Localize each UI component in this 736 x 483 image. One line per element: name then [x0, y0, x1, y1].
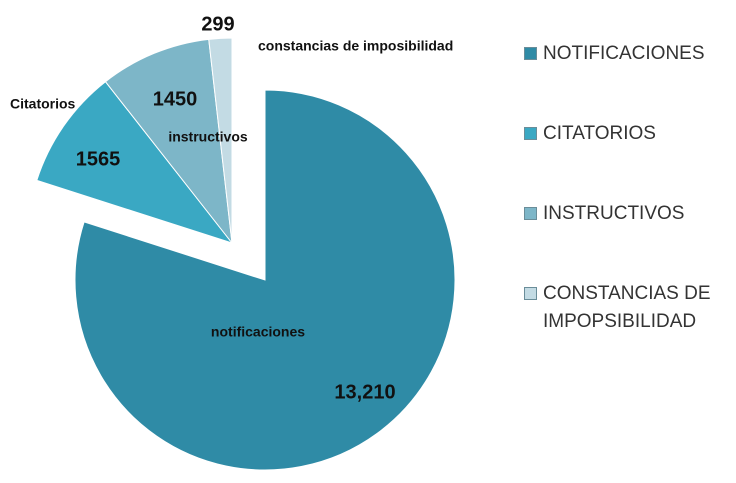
legend-label: CITATORIOS — [543, 123, 656, 144]
data-label: 299 — [201, 13, 234, 35]
pie-slice — [74, 89, 456, 471]
legend-item: CONSTANCIAS DE IMPOPSIBILIDAD — [524, 280, 734, 360]
data-label: 13,210 — [334, 381, 395, 403]
legend-swatch — [524, 127, 537, 140]
data-label: 1450 — [153, 88, 198, 110]
legend-label: NOTIFICACIONES — [543, 43, 705, 64]
legend-swatch — [524, 287, 537, 300]
category-label: notificaciones — [211, 324, 305, 340]
legend-label: CONSTANCIAS DE IMPOPSIBILIDAD — [543, 283, 711, 332]
pie-slice — [208, 37, 233, 244]
legend-item: INSTRUCTIVOS — [524, 200, 734, 280]
pie-slice — [36, 80, 234, 244]
legend-item: NOTIFICACIONES — [524, 40, 734, 120]
pie-area: notificaciones 13,210 Citatorios 1565 instru… — [10, 13, 456, 471]
legend: NOTIFICACIONES CITATORIOS INSTRUCTIVOS CONS… — [524, 40, 734, 360]
legend-item: CITATORIOS — [524, 120, 734, 200]
category-label: instructivos — [168, 129, 248, 145]
legend-swatch — [524, 207, 537, 220]
category-label: Citatorios — [10, 96, 76, 112]
data-label: 1565 — [76, 148, 121, 170]
pie-slice — [104, 38, 233, 245]
legend-label: INSTRUCTIVOS — [543, 203, 685, 224]
legend-swatch — [524, 47, 537, 60]
category-label: constancias de imposibilidad — [258, 38, 453, 54]
